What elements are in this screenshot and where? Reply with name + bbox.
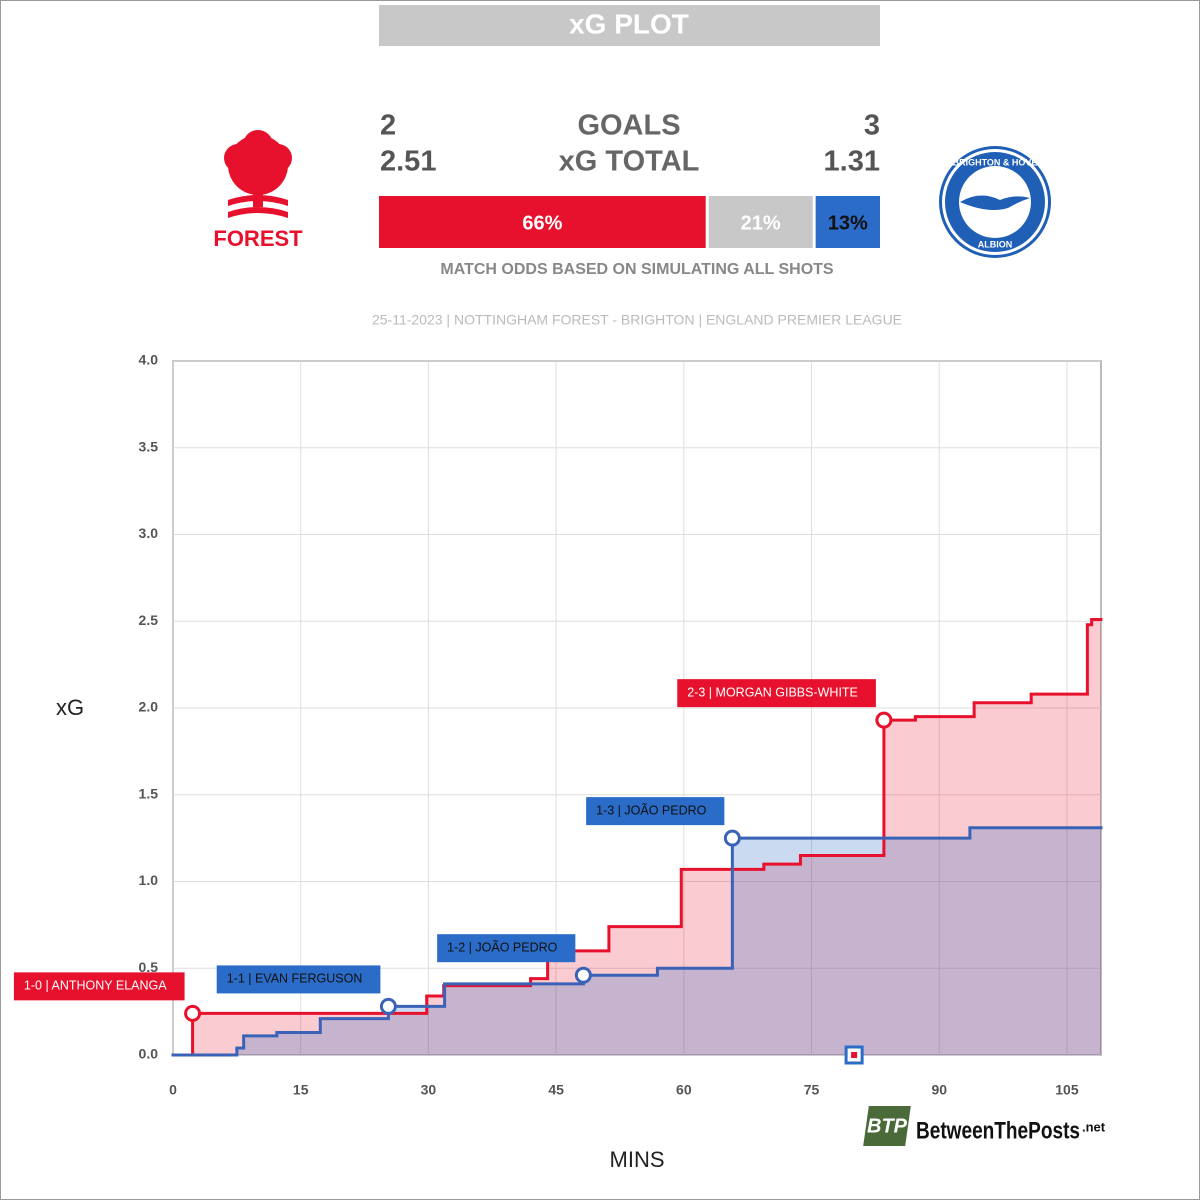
goal-label-box <box>216 965 381 994</box>
goal-label-box <box>677 679 876 708</box>
odds-caption: MATCH ODDS BASED ON SIMULATING ALL SHOTS <box>440 261 834 278</box>
goal-label-box <box>437 934 576 963</box>
away-logo-text: BRIGHTON & HOVE <box>953 157 1038 167</box>
watermark-suffix: .net <box>1082 1119 1106 1134</box>
goal-marker <box>875 711 893 729</box>
y-tick-label: 2.5 <box>139 612 159 628</box>
y-tick-label: 4.0 <box>139 352 159 368</box>
home-logo: FOREST <box>213 130 303 251</box>
x-axis-label: MINS <box>610 1147 665 1172</box>
watermark-name: BetweenThePosts <box>916 1117 1080 1144</box>
away-xg: 1.31 <box>824 146 880 178</box>
x-tick-label: 0 <box>169 1082 177 1098</box>
x-tick-label: 75 <box>804 1082 820 1098</box>
odds-bar: 66% 21% 13% <box>379 196 880 248</box>
home-goals: 2 <box>380 110 396 142</box>
xg-label: xG TOTAL <box>559 146 700 178</box>
odds-segment <box>815 196 880 248</box>
odds-segment <box>708 196 813 248</box>
away-goals: 3 <box>864 110 880 142</box>
goal-marker <box>379 997 397 1015</box>
odds-segment <box>379 196 706 248</box>
odds-label: 66% <box>522 212 562 234</box>
goal-label-box <box>586 797 725 826</box>
away-logo: BRIGHTON & HOVE ALBION <box>939 146 1051 258</box>
title-bar <box>379 5 880 46</box>
y-tick-label: 2.0 <box>139 699 159 715</box>
area <box>173 827 1101 1055</box>
home-logo-text: FOREST <box>213 226 303 251</box>
goal-label-box <box>13 972 185 1001</box>
area <box>173 619 1101 1055</box>
home-xg: 2.51 <box>380 146 436 178</box>
y-tick-label: 1.5 <box>139 785 159 801</box>
goal-marker <box>723 829 741 847</box>
goal-marker <box>184 1004 202 1022</box>
goal-label: 1-3 | JOÃO PEDRO <box>596 803 706 817</box>
watermark: BTP BetweenThePosts .net <box>863 1106 1106 1146</box>
watermark-short: BTP <box>867 1115 908 1137</box>
goal-label: 2-3 | MORGAN GIBBS-WHITE <box>687 685 858 699</box>
goal-label: 1-1 | EVAN FERGUSON <box>227 972 363 986</box>
goals-label: GOALS <box>577 110 680 142</box>
goal-label: 1-0 | ANTHONY ELANGA <box>24 979 167 993</box>
y-tick-label: 0.5 <box>139 959 159 975</box>
x-tick-label: 105 <box>1055 1082 1079 1098</box>
odds-label: 13% <box>828 212 868 234</box>
away-logo-text: ALBION <box>978 239 1013 249</box>
y-tick-label: 3.0 <box>139 525 159 541</box>
y-tick-label: 0.0 <box>139 1046 159 1062</box>
x-tick-label: 15 <box>293 1082 309 1098</box>
goal-marker <box>574 966 592 984</box>
title: xG PLOT <box>569 8 689 39</box>
goal-label: 1-2 | JOÃO PEDRO <box>447 940 557 954</box>
x-tick-label: 90 <box>931 1082 947 1098</box>
x-tick-label: 30 <box>421 1082 437 1098</box>
y-axis-label: xG <box>56 695 84 720</box>
event-marker-core <box>851 1052 858 1058</box>
y-tick-label: 3.5 <box>139 438 159 454</box>
odds-label: 21% <box>741 212 781 234</box>
match-info: 25-11-2023 | NOTTINGHAM FOREST - BRIGHTO… <box>372 312 902 328</box>
x-tick-label: 60 <box>676 1082 692 1098</box>
y-tick-label: 1.0 <box>139 872 159 888</box>
x-tick-label: 45 <box>548 1082 564 1098</box>
